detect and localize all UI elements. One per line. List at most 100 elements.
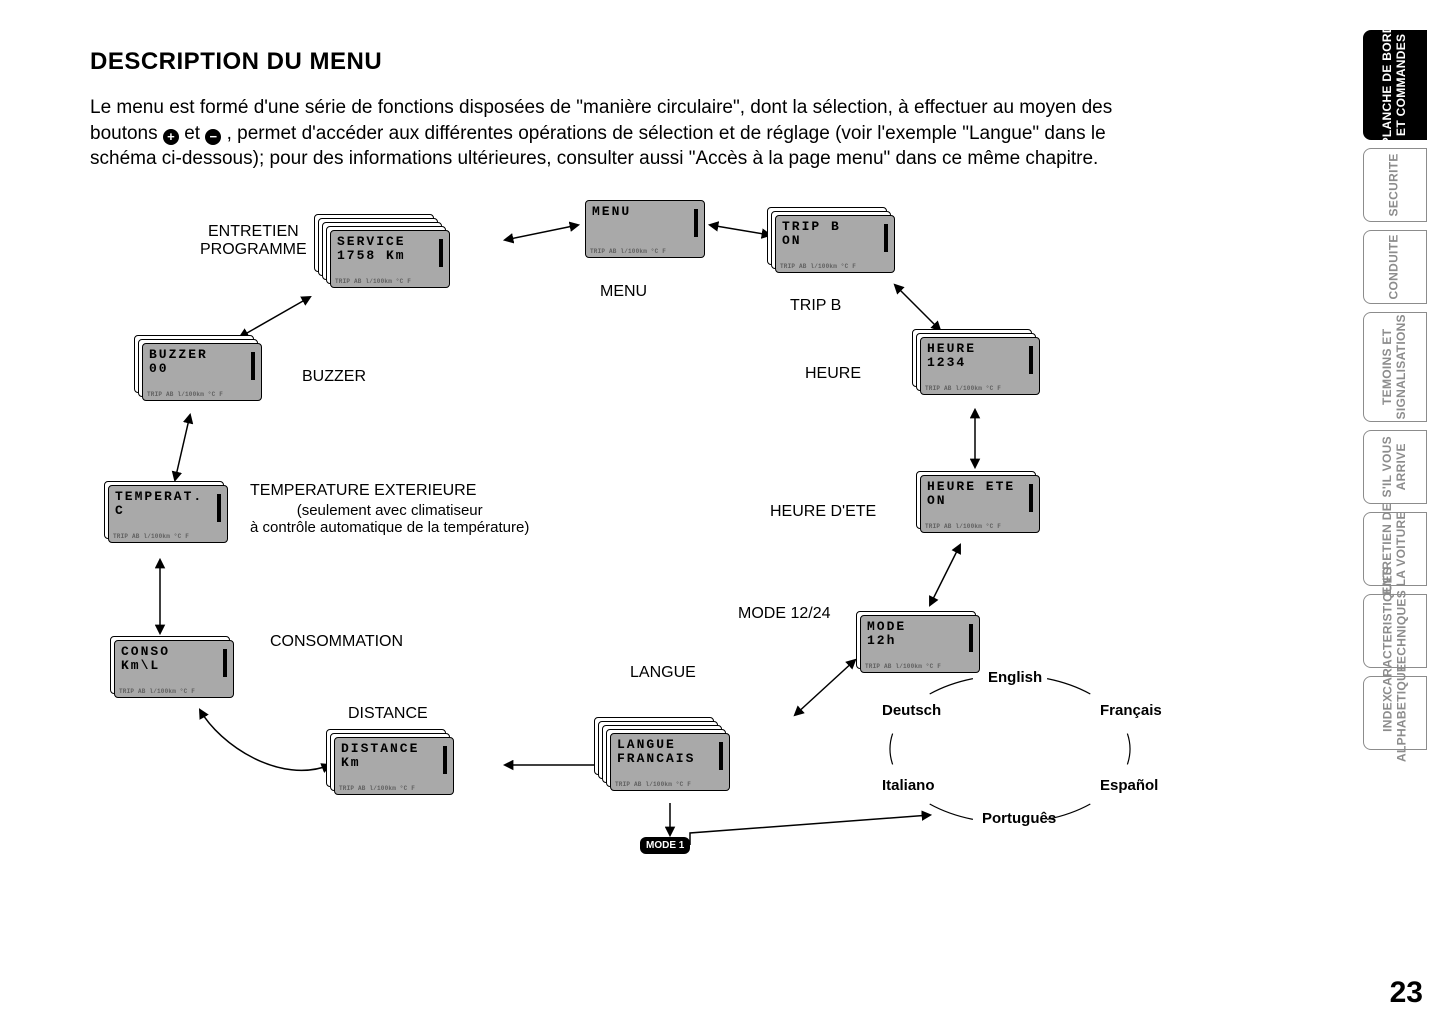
lcd-heure: HEURE1234TRIP AB l/100km °C F xyxy=(920,337,1040,395)
lcd-screen: MODE12h TRIP AB l/100km °C F xyxy=(860,615,980,673)
lcd-line2: C xyxy=(115,504,221,518)
lcd-footer: TRIP AB l/100km °C F xyxy=(147,391,223,398)
tab-7[interactable]: INDEXALPHABETIQUE xyxy=(1363,676,1427,750)
lcd-line1: DISTANCE xyxy=(341,742,447,756)
tab-label: TEMOINS ETSIGNALISATIONS xyxy=(1381,314,1409,419)
lcd-screen: CONSOKm\LTRIP AB l/100km °C F xyxy=(114,640,234,698)
lcd-scrollbar xyxy=(251,352,255,380)
lcd-line2: 1758 Km xyxy=(337,249,443,263)
lcd-footer: TRIP AB l/100km °C F xyxy=(113,533,189,540)
lcd-line1: MENU xyxy=(592,205,698,219)
lcd-screen: TEMPERAT.C TRIP AB l/100km °C F xyxy=(108,485,228,543)
page-number: 23 xyxy=(1390,976,1423,1010)
label-temperat: TEMPERATURE EXTERIEURE xyxy=(250,482,476,500)
language-option-5: Deutsch xyxy=(882,702,941,719)
lcd-footer: TRIP AB l/100km °C F xyxy=(865,663,941,670)
lang-arc-4 xyxy=(890,734,893,765)
lcd-screen: MENU TRIP AB l/100km °C F xyxy=(585,200,705,258)
language-option-2: Español xyxy=(1100,777,1158,794)
lcd-mode1224: MODE12h TRIP AB l/100km °C F xyxy=(860,615,980,673)
lcd-screen: TRIP BONTRIP AB l/100km °C F xyxy=(775,215,895,273)
lcd-screen: HEURE ETEONTRIP AB l/100km °C F xyxy=(920,475,1040,533)
lcd-line2: 00 xyxy=(149,362,255,376)
lcd-scrollbar xyxy=(969,624,973,652)
tab-label: INDEXALPHABETIQUE xyxy=(1381,664,1409,762)
language-option-0: English xyxy=(988,669,1042,686)
tab-4[interactable]: S'IL VOUSARRIVE xyxy=(1363,430,1427,504)
intro-text-c: , permet d'accéder aux différentes opéra… xyxy=(90,123,1106,170)
page: DESCRIPTION DU MENU Le menu est formé d'… xyxy=(0,0,1445,1026)
tab-6[interactable]: CARACTERISTIQUESTECHNIQUES xyxy=(1363,594,1427,668)
tab-2[interactable]: CONDUITE xyxy=(1363,230,1427,304)
lcd-footer: TRIP AB l/100km °C F xyxy=(590,248,666,255)
lcd-heure_ete: HEURE ETEONTRIP AB l/100km °C F xyxy=(920,475,1040,533)
lcd-scrollbar xyxy=(439,239,443,267)
lcd-line1: BUZZER xyxy=(149,348,255,362)
lcd-line1: MODE xyxy=(867,620,973,634)
lang-link-arrow xyxy=(690,815,930,845)
lcd-scrollbar xyxy=(217,494,221,522)
label-heure: HEURE xyxy=(805,365,861,383)
arrow-4 xyxy=(930,545,960,605)
language-option-1: Français xyxy=(1100,702,1162,719)
lcd-footer: TRIP AB l/100km °C F xyxy=(119,688,195,695)
lcd-footer: TRIP AB l/100km °C F xyxy=(615,781,691,788)
lcd-footer: TRIP AB l/100km °C F xyxy=(339,785,415,792)
lcd-line2: Km xyxy=(341,756,447,770)
lcd-line2: 1234 xyxy=(927,356,1033,370)
label-heure_ete: HEURE D'ETE xyxy=(770,503,876,521)
lcd-line2: 12h xyxy=(867,634,973,648)
lcd-line1: LANGUE xyxy=(617,738,723,752)
arrow-0 xyxy=(505,225,578,240)
lcd-temperat: TEMPERAT.C TRIP AB l/100km °C F xyxy=(108,485,228,543)
lcd-scrollbar xyxy=(694,209,698,237)
lcd-footer: TRIP AB l/100km °C F xyxy=(780,263,856,270)
intro-paragraph: Le menu est formé d'une série de fonctio… xyxy=(90,95,1170,172)
tab-0[interactable]: PLANCHE DE BORDET COMMANDES xyxy=(1363,30,1427,140)
lcd-screen: BUZZER00 TRIP AB l/100km °C F xyxy=(142,343,262,401)
tab-3[interactable]: TEMOINS ETSIGNALISATIONS xyxy=(1363,312,1427,422)
label-buzzer: BUZZER xyxy=(302,368,366,386)
language-option-3: Português xyxy=(982,810,1056,827)
lang-arc-1 xyxy=(1127,734,1130,765)
lcd-line1: CONSO xyxy=(121,645,227,659)
language-option-4: Italiano xyxy=(882,777,935,794)
lcd-screen: HEURE1234TRIP AB l/100km °C F xyxy=(920,337,1040,395)
label-menu: MENU xyxy=(600,283,647,301)
label-distance: DISTANCE xyxy=(348,705,428,723)
plus-icon: + xyxy=(163,129,179,145)
label-tripb: TRIP B xyxy=(790,297,841,315)
tab-label: CONDUITE xyxy=(1388,234,1402,299)
lcd-scrollbar xyxy=(719,742,723,770)
arrow-9 xyxy=(175,415,190,480)
arrow-7 xyxy=(200,710,330,770)
menu-diagram: MENU TRIP AB l/100km °C F MENU TRIP BONTRIP… xyxy=(90,185,1190,885)
side-tabs: PLANCHE DE BORDET COMMANDES SECURITE CONDU… xyxy=(1363,30,1427,750)
lcd-line2: FRANCAIS xyxy=(617,752,723,766)
lcd-footer: TRIP AB l/100km °C F xyxy=(335,278,411,285)
lcd-scrollbar xyxy=(884,224,888,252)
label-temperat-sub: (seulement avec climatiseurà contrôle au… xyxy=(250,502,529,536)
lcd-line1: TEMPERAT. xyxy=(115,490,221,504)
tab-label: S'IL VOUSARRIVE xyxy=(1381,436,1409,497)
lcd-distance: DISTANCEKm TRIP AB l/100km °C F xyxy=(334,737,454,795)
lcd-menu: MENU TRIP AB l/100km °C F xyxy=(585,200,705,258)
lcd-scrollbar xyxy=(1029,484,1033,512)
lcd-conso: CONSOKm\LTRIP AB l/100km °C F xyxy=(114,640,234,698)
intro-text-b: et xyxy=(184,123,205,144)
lcd-scrollbar xyxy=(223,649,227,677)
lcd-service: SERVICE1758 Km TRIP AB l/100km °C F xyxy=(330,230,450,288)
arrow-2 xyxy=(895,285,940,330)
lcd-line1: HEURE ETE xyxy=(927,480,1033,494)
tab-label: SECURITE xyxy=(1388,153,1402,216)
label-mode1224: MODE 12/24 xyxy=(738,605,830,623)
mode-badge: MODE 1 xyxy=(640,837,690,854)
lcd-line1: SERVICE xyxy=(337,235,443,249)
arrow-1 xyxy=(710,225,770,235)
label-conso: CONSOMMATION xyxy=(270,633,403,651)
tab-1[interactable]: SECURITE xyxy=(1363,148,1427,222)
lcd-tripb: TRIP BONTRIP AB l/100km °C F xyxy=(775,215,895,273)
minus-icon: − xyxy=(205,129,221,145)
page-title: DESCRIPTION DU MENU xyxy=(90,48,1170,76)
lcd-line1: TRIP B xyxy=(782,220,888,234)
